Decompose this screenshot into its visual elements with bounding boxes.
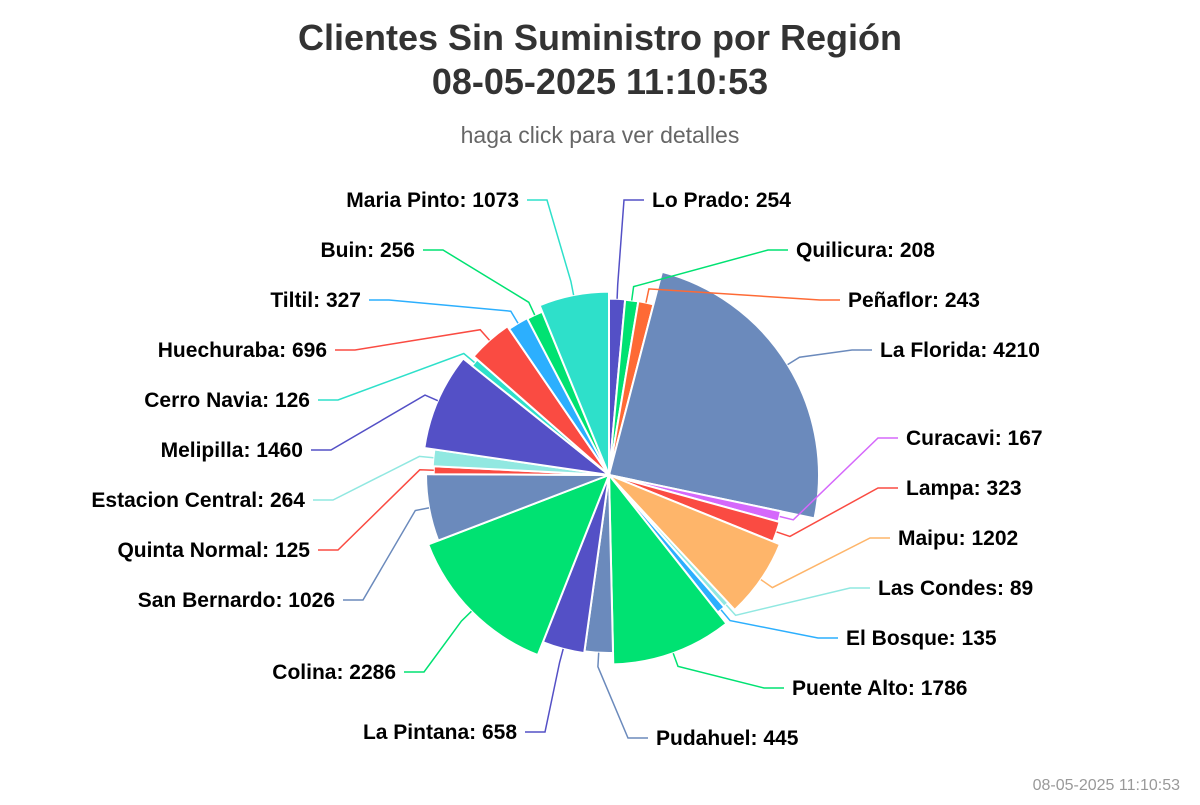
connector-lo-prado [616,199,644,299]
pie-slice-la-florida[interactable] [607,270,820,520]
pie-slice-melipilla[interactable] [423,357,613,477]
data-label-melipilla: Melipilla: 1460 [161,439,303,462]
connector-curacavi [779,437,898,521]
data-label-las-condes: Las Condes: 89 [878,577,1033,600]
data-label-quinta-normal: Quinta Normal: 125 [117,539,310,562]
footer-timestamp: 08-05-2025 11:10:53 [1033,777,1180,794]
slices-layer [423,270,820,666]
data-label-lo-prado: Lo Prado: 254 [652,189,791,212]
pie-slice-san-bernardo[interactable] [425,473,610,542]
data-label-colina: Colina: 2286 [272,661,396,684]
pie-slice-huechuraba[interactable] [472,324,610,476]
connector-quinta-normal [318,469,434,551]
data-label-cerro-navia: Cerro Navia: 126 [144,389,310,412]
data-label-la-pintana: La Pintana: 658 [363,721,517,744]
connector-colina [404,610,472,673]
connector-melipilla [311,394,439,451]
pie-slice-colina[interactable] [426,473,611,657]
connector-san-bernardo [343,507,430,601]
connector-el-bosque [720,609,838,639]
data-label-san-bernardo: San Bernardo: 1026 [138,589,335,612]
connector-tiltil [369,299,519,324]
data-label-curacavi: Curacavi: 167 [906,427,1043,450]
chart-title-timestamp: 08-05-2025 11:10:53 [432,61,768,102]
data-label-puente-alto: Puente Alto: 1786 [792,677,967,700]
data-label-pudahuel: Pudahuel: 445 [656,727,799,750]
data-label-penaflor: Peñaflor: 243 [848,289,980,312]
connector-maipu [760,537,890,589]
connector-cerro-navia [318,352,475,401]
connector-la-florida [787,349,872,366]
data-label-huechuraba: Huechuraba: 696 [158,339,327,362]
chart-title: Clientes Sin Suministro por Región [298,17,902,58]
connector-las-condes [725,587,870,617]
connector-penaflor [645,288,840,303]
connector-estacion-central [313,455,434,501]
connector-puente-alto [672,652,784,689]
connector-la-pintana [525,648,564,733]
data-label-maria-pinto: Maria Pinto: 1073 [346,189,519,212]
connector-buin [423,249,536,316]
labels-layer: Lo Prado: 254 Quilicura: 208 Peñaflor: 243… [91,189,1042,750]
connector-maria-pinto [527,199,575,296]
connector-huechuraba [335,328,491,351]
pie-slice-maria-pinto[interactable] [538,290,610,476]
data-label-quilicura: Quilicura: 208 [796,239,935,262]
pie-slice-puente-alto[interactable] [607,472,728,666]
connector-lampa [776,487,898,538]
connector-pudahuel [597,652,648,739]
connector-quilicura [630,249,788,301]
data-label-estacion-central: Estacion Central: 264 [91,489,305,512]
data-label-el-bosque: El Bosque: 135 [846,627,997,650]
data-label-tiltil: Tiltil: 327 [270,289,361,312]
data-label-buin: Buin: 256 [320,239,415,262]
chart-subtitle: haga click para ver detalles [461,122,740,148]
data-label-lampa: Lampa: 323 [906,477,1022,500]
data-label-maipu: Maipu: 1202 [898,527,1018,550]
data-label-la-florida: La Florida: 4210 [880,339,1040,362]
